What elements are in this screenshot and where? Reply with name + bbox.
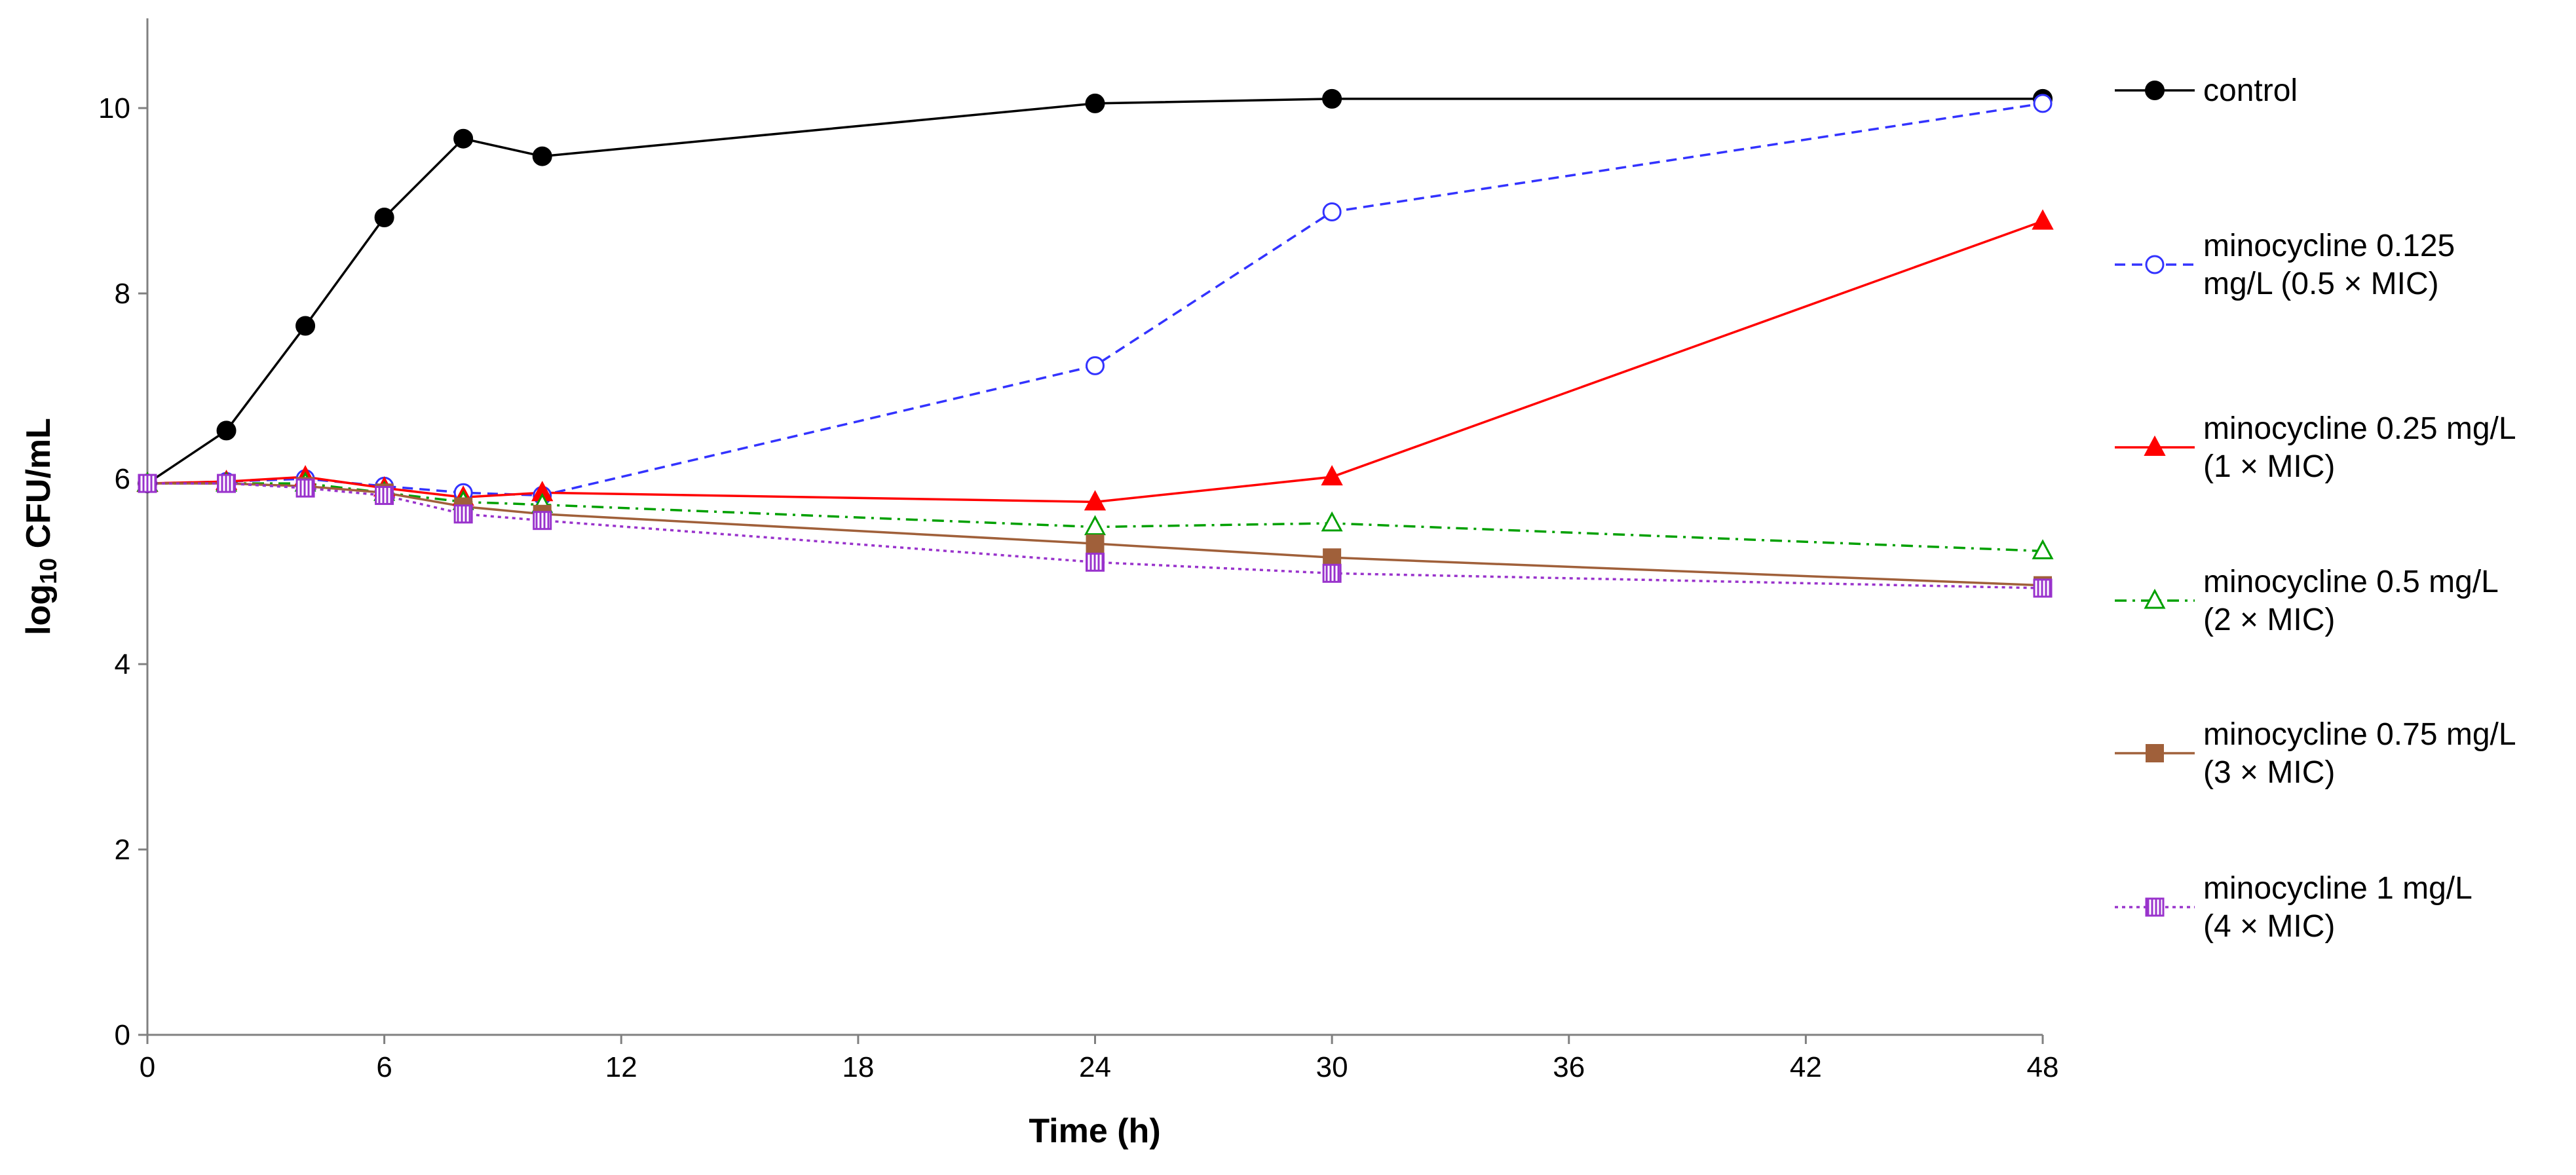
x-tick-label: 18 bbox=[842, 1051, 874, 1083]
data-point-s0-4 bbox=[453, 128, 474, 149]
data-point-s0-3 bbox=[374, 207, 394, 227]
y-axis-title-subscript: 10 bbox=[35, 558, 62, 584]
data-point-s5-3 bbox=[375, 485, 394, 505]
series-markers bbox=[136, 88, 2054, 598]
data-point-s0-7 bbox=[1322, 88, 1342, 109]
data-point-s3-8 bbox=[2032, 539, 2054, 559]
data-point-s5-2 bbox=[295, 478, 315, 498]
data-point-s4-7 bbox=[1323, 548, 1342, 567]
legend-label-3-0: minocycline 0.5 mg/L bbox=[2203, 565, 2499, 599]
legend: control minocycline 0.125 mg/L (0.5 × MIC)… bbox=[2115, 73, 2516, 944]
data-point-s1-6 bbox=[1086, 356, 1105, 375]
y-ticks: 0 2 4 6 8 10 bbox=[98, 92, 147, 1051]
x-axis-title: Time (h) bbox=[1029, 1112, 1160, 1150]
x-tick-label: 30 bbox=[1316, 1051, 1348, 1083]
data-point-s5-8 bbox=[2033, 578, 2053, 598]
legend-marker-4 bbox=[2146, 744, 2164, 762]
data-point-s0-5 bbox=[532, 146, 552, 166]
y-axis-title: log10 CFU/mL bbox=[20, 418, 62, 635]
x-tick-label: 12 bbox=[605, 1051, 637, 1083]
legend-marker-3 bbox=[2144, 588, 2166, 609]
data-point-s2-6 bbox=[1084, 490, 1107, 511]
y-tick-label: 10 bbox=[98, 92, 130, 124]
data-point-s2-7 bbox=[1321, 465, 1343, 486]
data-point-s5-7 bbox=[1322, 563, 1342, 583]
legend-label-1-1: mg/L (0.5 × MIC) bbox=[2203, 267, 2439, 301]
data-point-s5-0 bbox=[138, 474, 157, 493]
legend-label-0-0: control bbox=[2203, 73, 2298, 108]
series-line-0 bbox=[147, 98, 2043, 485]
data-point-s0-1 bbox=[216, 420, 237, 441]
legend-marker-5 bbox=[2145, 897, 2165, 917]
data-point-s0-6 bbox=[1085, 93, 1105, 113]
data-point-s5-4 bbox=[453, 504, 473, 524]
x-tick-label: 6 bbox=[376, 1051, 392, 1083]
legend-label-4-1: (3 × MIC) bbox=[2203, 755, 2335, 790]
legend-label-5-1: (4 × MIC) bbox=[2203, 909, 2335, 944]
data-point-s0-2 bbox=[295, 316, 316, 336]
x-tick-label: 0 bbox=[140, 1051, 155, 1083]
legend-label-2-1: (1 × MIC) bbox=[2203, 449, 2335, 484]
y-tick-label: 6 bbox=[115, 463, 130, 495]
x-ticks: 0 6 12 18 24 30 36 42 48 bbox=[140, 1035, 2059, 1083]
x-tick-label: 24 bbox=[1079, 1051, 1111, 1083]
legend-marker-1 bbox=[2145, 255, 2165, 274]
legend-label-5-0: minocycline 1 mg/L bbox=[2203, 871, 2472, 906]
legend-label-4-0: minocycline 0.75 mg/L bbox=[2203, 717, 2516, 752]
y-tick-label: 0 bbox=[115, 1019, 130, 1051]
data-point-s2-8 bbox=[2032, 209, 2054, 230]
y-tick-label: 8 bbox=[115, 278, 130, 310]
y-tick-label: 4 bbox=[115, 648, 130, 681]
series-line-1 bbox=[147, 102, 2043, 497]
data-point-s4-6 bbox=[1086, 534, 1105, 553]
data-point-s3-6 bbox=[1084, 515, 1107, 536]
data-point-s3-7 bbox=[1321, 511, 1343, 532]
x-tick-label: 42 bbox=[1790, 1051, 1822, 1083]
data-point-s1-8 bbox=[2033, 94, 2053, 113]
data-point-s5-1 bbox=[217, 474, 237, 493]
y-axis-title-main: log bbox=[20, 584, 58, 635]
data-point-s5-5 bbox=[533, 511, 552, 531]
series-lines bbox=[147, 98, 2043, 589]
y-axis-title-unit: CFU/mL bbox=[20, 418, 58, 558]
data-point-s5-6 bbox=[1086, 552, 1105, 572]
legend-label-1-0: minocycline 0.125 bbox=[2203, 229, 2455, 263]
legend-marker-2 bbox=[2144, 435, 2166, 456]
legend-label-3-1: (2 × MIC) bbox=[2203, 603, 2335, 637]
y-tick-label: 2 bbox=[115, 834, 130, 866]
legend-label-2-0: minocycline 0.25 mg/L bbox=[2203, 411, 2516, 446]
x-tick-label: 48 bbox=[2027, 1051, 2059, 1083]
data-point-s1-7 bbox=[1322, 202, 1342, 221]
x-tick-label: 36 bbox=[1553, 1051, 1585, 1083]
legend-marker-0 bbox=[2145, 81, 2165, 100]
